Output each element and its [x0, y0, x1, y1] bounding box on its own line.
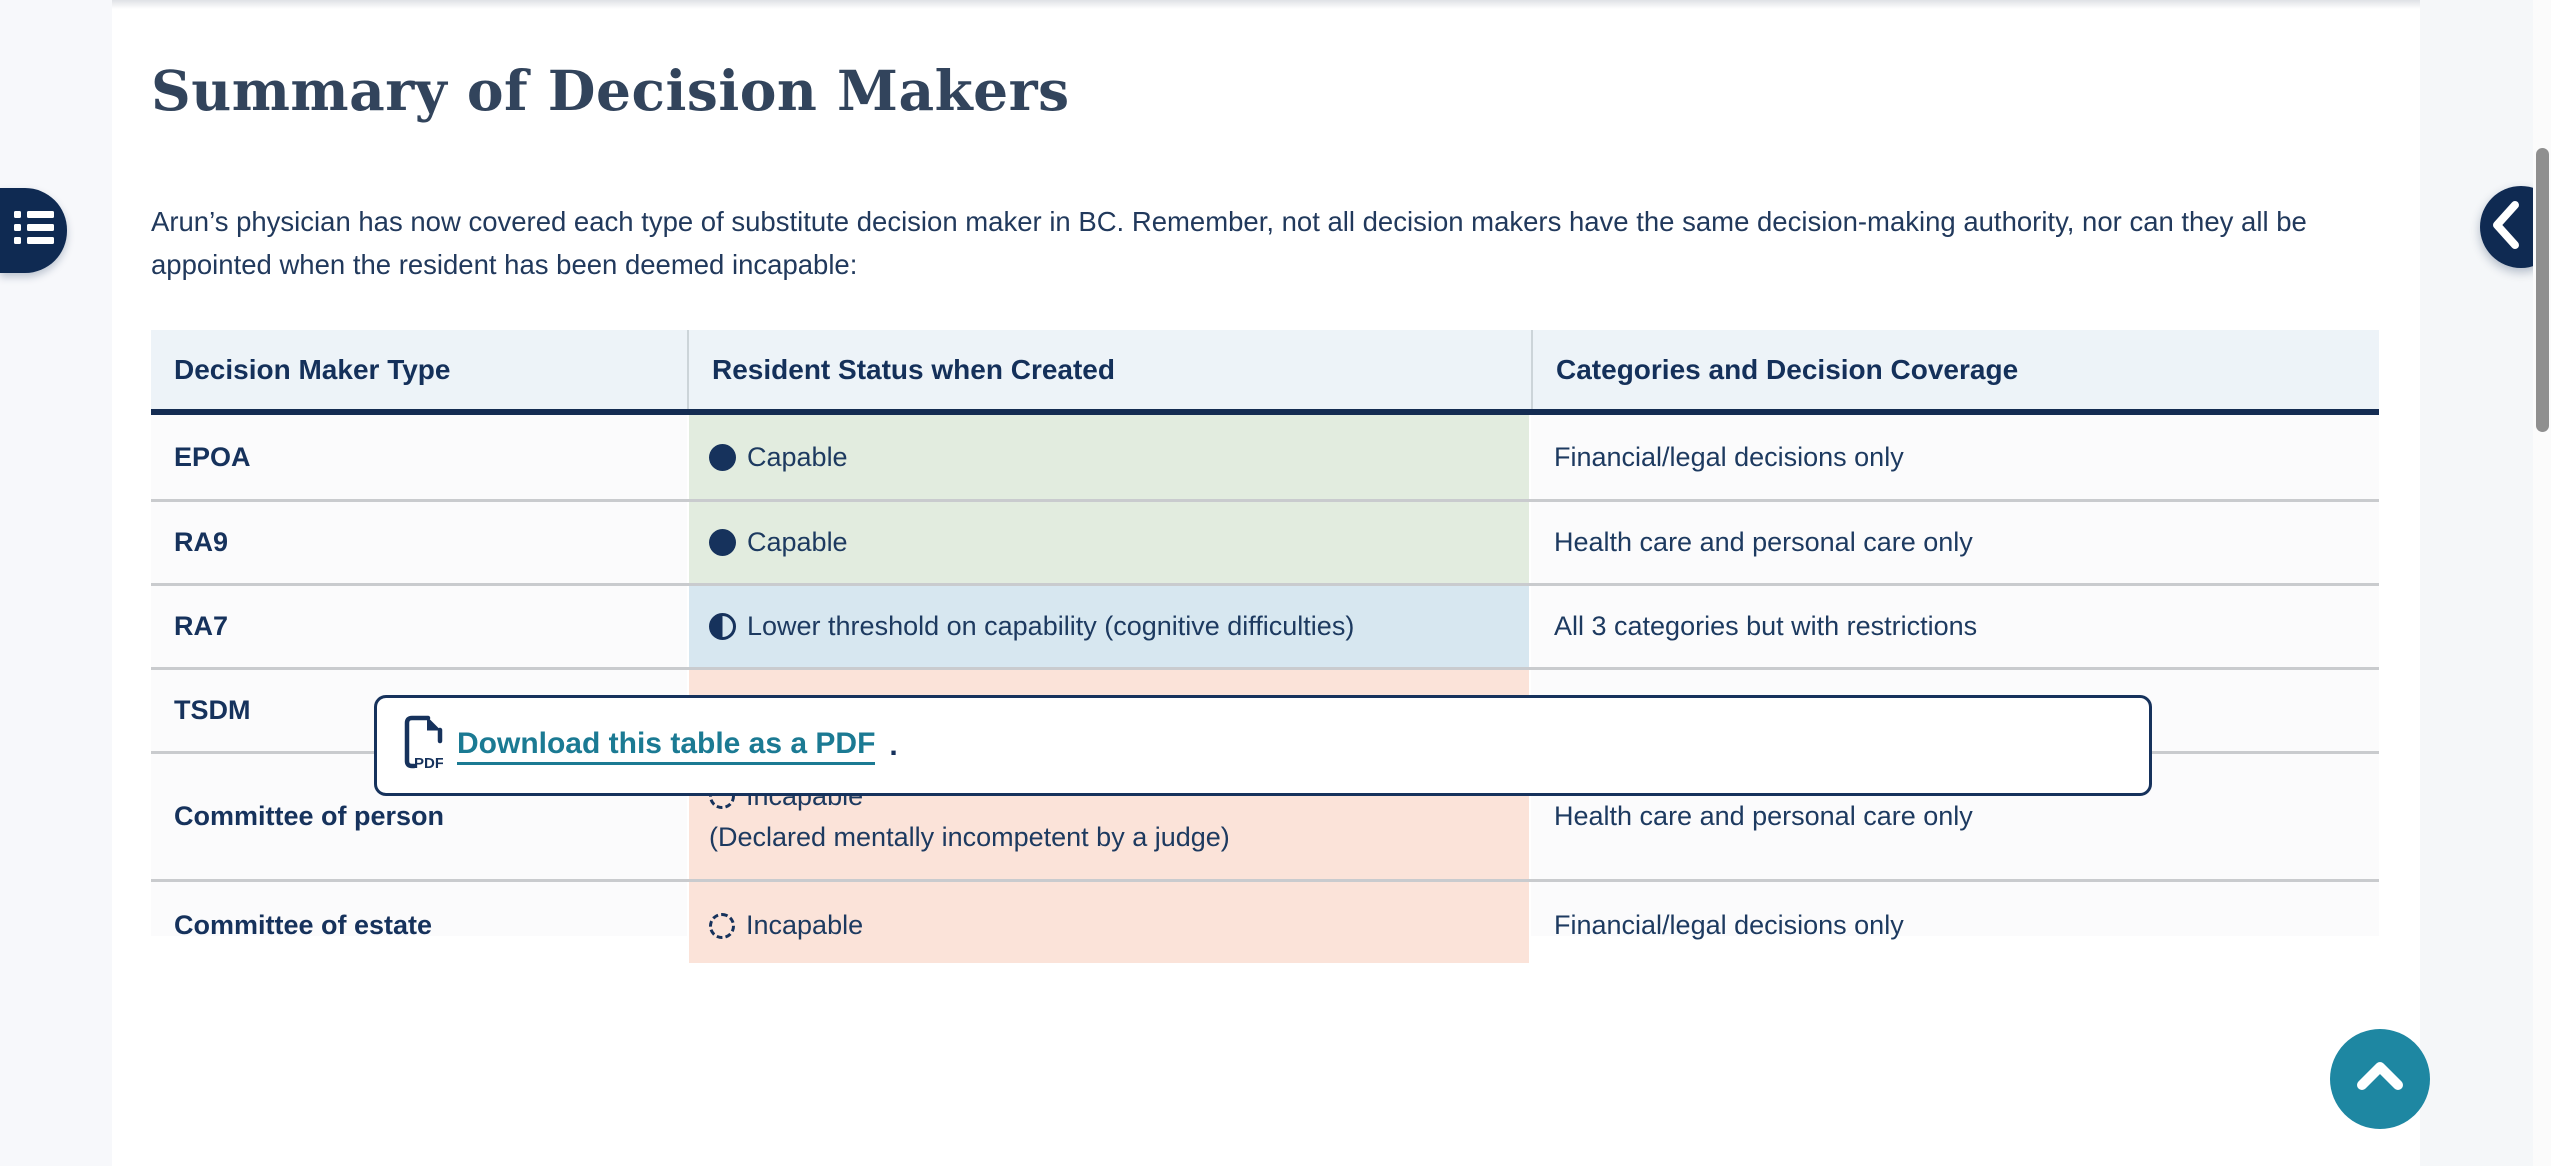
- resident-status-cell: Incapable: [687, 882, 1531, 963]
- dashed-circle-icon: [709, 912, 735, 939]
- content-card: Summary of Decision Makers Arun’s physic…: [112, 0, 2420, 1166]
- download-link-suffix: .: [889, 728, 898, 762]
- download-box: PDF Download this table as a PDF.: [374, 695, 2152, 796]
- scrollbar-track[interactable]: [2533, 0, 2551, 1166]
- decision-makers-table: Decision Maker Type Resident Status when…: [151, 330, 2379, 963]
- svg-text:PDF: PDF: [414, 755, 443, 771]
- column-header-type: Decision Maker Type: [174, 353, 451, 385]
- table-of-contents-button[interactable]: [0, 188, 67, 273]
- decision-maker-type: Committee of estate: [151, 882, 687, 963]
- resident-status-cell: Capable: [687, 502, 1531, 583]
- chevron-left-icon: [2480, 197, 2525, 258]
- coverage-cell: All 3 categories but with restrictions: [1531, 586, 2379, 667]
- status-label: Incapable: [746, 910, 864, 940]
- pdf-file-icon: PDF: [401, 715, 444, 776]
- column-header-status: Resident Status when Created: [687, 330, 1531, 409]
- table-row: RA7 Lower threshold on capability (cogni…: [151, 583, 2379, 667]
- table-header-row: Decision Maker Type Resident Status when…: [151, 330, 2379, 415]
- coverage-cell: Financial/legal decisions only: [1531, 882, 2379, 963]
- intro-paragraph: Arun’s physician has now covered each ty…: [151, 206, 2307, 280]
- filled-circle-icon: [709, 529, 736, 556]
- table-row: EPOA Capable Financial/legal decisions o…: [151, 415, 2379, 499]
- list-icon: [13, 210, 54, 251]
- resident-status-cell: Capable: [687, 415, 1531, 499]
- download-pdf-link[interactable]: Download this table as a PDF: [457, 727, 876, 765]
- page-left-margin: [0, 0, 112, 1166]
- half-filled-circle-icon: [709, 613, 736, 640]
- coverage-cell: Financial/legal decisions only: [1531, 415, 2379, 499]
- scrollbar-thumb[interactable]: [2536, 148, 2549, 432]
- status-label: Lower threshold on capability (cognitive…: [747, 611, 1355, 641]
- table-body: EPOA Capable Financial/legal decisions o…: [151, 415, 2379, 963]
- decision-maker-type: RA7: [151, 586, 687, 667]
- page-right-margin: [2420, 0, 2533, 1166]
- page-title: Summary of Decision Makers: [151, 58, 1070, 123]
- column-header-coverage: Categories and Decision Coverage: [1531, 330, 2379, 409]
- decision-maker-type: RA9: [151, 502, 687, 583]
- status-label: Capable: [747, 441, 848, 472]
- coverage-cell: Health care and personal care only: [1531, 502, 2379, 583]
- filled-circle-icon: [709, 443, 736, 471]
- decision-maker-type: EPOA: [151, 415, 687, 499]
- table-row: Committee of estate Incapable Financial/…: [151, 879, 2379, 963]
- back-to-top-button[interactable]: [2330, 1029, 2430, 1129]
- resident-status-cell: Lower threshold on capability (cognitive…: [687, 586, 1531, 667]
- status-note: (Declared mentally incompetent by a judg…: [709, 821, 1230, 852]
- table-row: RA9 Capable Health care and personal car…: [151, 499, 2379, 583]
- status-label: Capable: [747, 527, 848, 557]
- chevron-up-icon: [2352, 1059, 2408, 1100]
